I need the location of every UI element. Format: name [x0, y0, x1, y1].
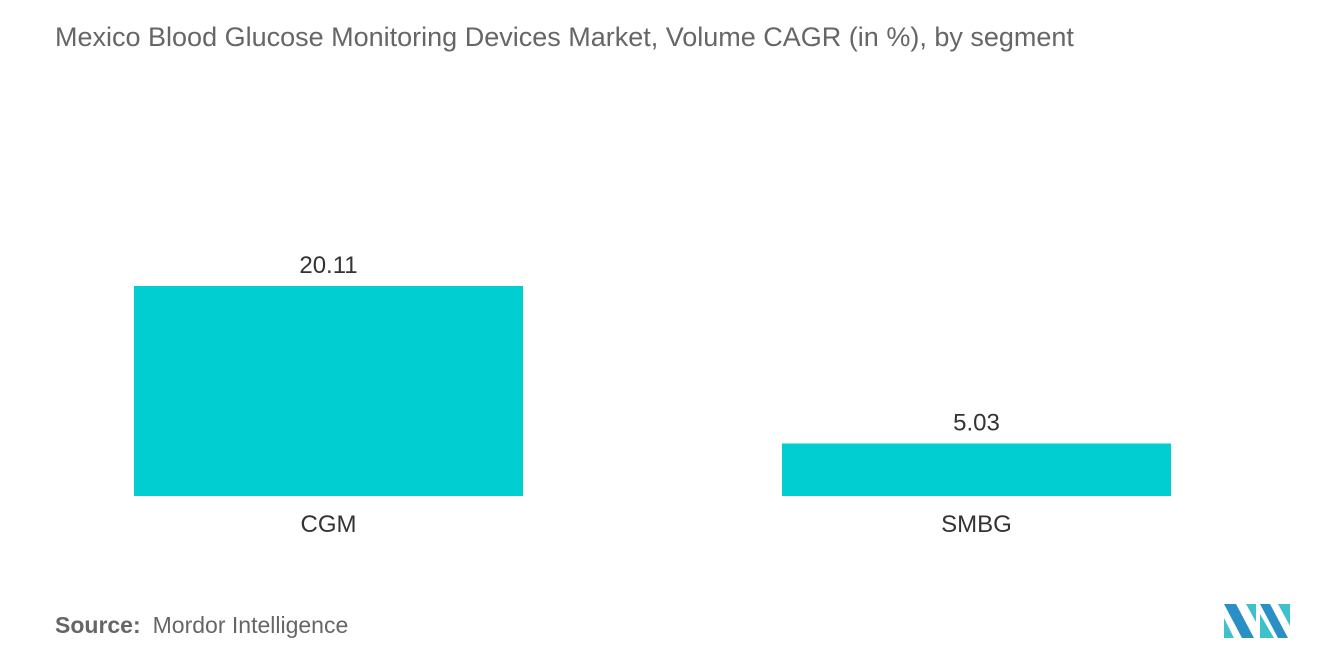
value-label: 5.03 [953, 409, 1000, 436]
value-label: 20.11 [299, 252, 357, 279]
category-label: CGM [301, 511, 357, 538]
bar-cgm [134, 286, 523, 496]
chart-title: Mexico Blood Glucose Monitoring Devices … [55, 22, 1074, 52]
bar-smbg [782, 443, 1171, 496]
category-label: SMBG [941, 511, 1012, 538]
source-value: Mordor Intelligence [152, 612, 349, 638]
mordor-logo [1224, 604, 1290, 638]
source-label: Source: [55, 612, 141, 638]
source-note: Source: Mordor Intelligence [55, 612, 348, 639]
